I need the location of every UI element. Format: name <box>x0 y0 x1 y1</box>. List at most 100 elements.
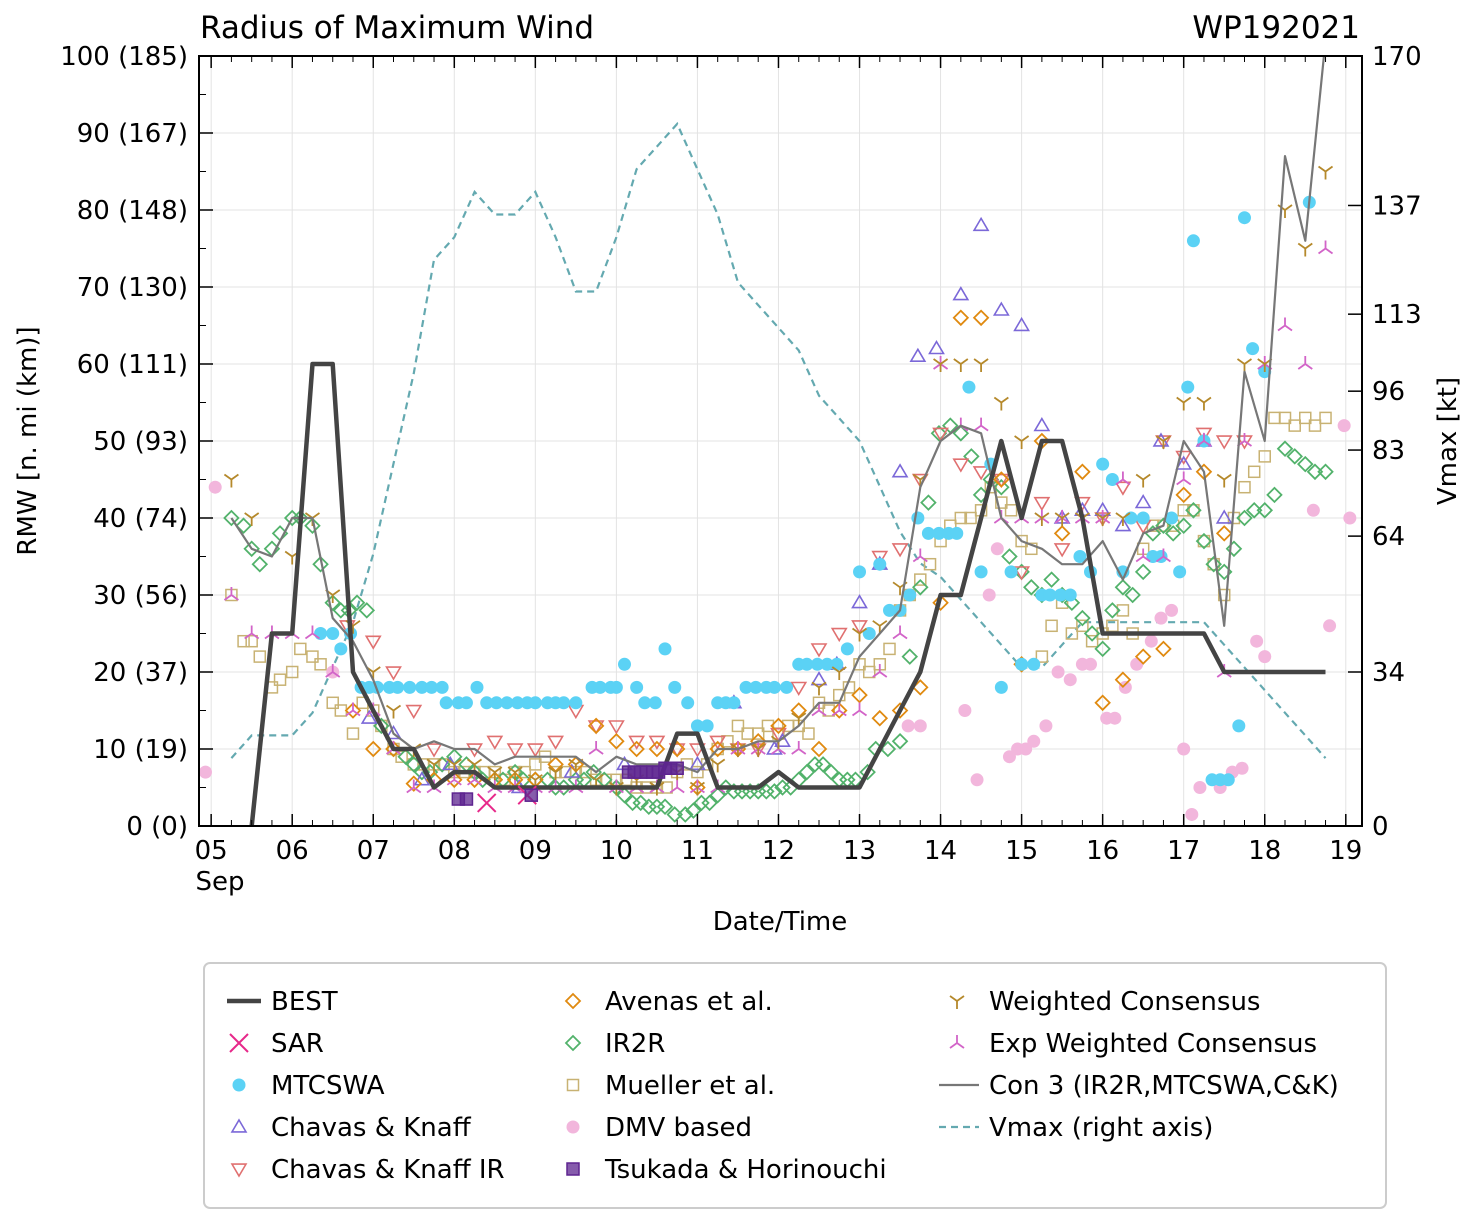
ir2r-point <box>1043 571 1060 588</box>
y-axis-label-right: Vmax [kt] <box>1433 377 1463 505</box>
ck-point <box>1215 509 1233 524</box>
mtcswa-point <box>950 526 964 540</box>
mtcswa-point <box>403 680 417 694</box>
mueller-point <box>822 704 835 717</box>
ewcons-point <box>1155 548 1171 563</box>
mueller-point <box>1238 480 1251 494</box>
ir2r-point <box>251 555 269 573</box>
mueller-point <box>964 511 977 525</box>
ewcons-point <box>791 741 807 755</box>
ir2r-point <box>798 763 816 781</box>
mueller-point <box>862 665 876 679</box>
mtcswa-point <box>593 680 607 694</box>
mtcswa-point <box>883 603 897 617</box>
avenas-point <box>770 717 787 735</box>
ckir-point <box>668 743 686 758</box>
legend-item-wcons: Weighted Consensus <box>949 987 1260 1017</box>
mueller-point <box>1278 411 1292 425</box>
dmv-point <box>1165 603 1179 617</box>
mtcswa-point <box>1186 234 1200 248</box>
ir2r-point <box>920 494 937 511</box>
mueller-point <box>253 650 267 663</box>
mtcswa-point <box>439 696 453 710</box>
ir2r-point <box>632 794 649 812</box>
ir2r-point <box>993 478 1010 496</box>
dmv-point <box>1250 634 1264 648</box>
ewcons-point <box>689 779 705 794</box>
series-best <box>249 361 1326 826</box>
x-tick-label: 13 <box>843 836 876 866</box>
ckir-point <box>1155 435 1172 450</box>
y-right-tick-label: 96 <box>1372 377 1405 407</box>
legend-label: Tsukada & Horinouchi <box>604 1155 887 1185</box>
series-avenas <box>344 309 1233 796</box>
mtcswa-point <box>903 588 917 602</box>
mueller-point <box>660 781 673 794</box>
legend-item-avenas: Avenas et al. <box>564 987 773 1017</box>
ckir-point <box>547 735 564 750</box>
mtcswa-point <box>1173 565 1187 579</box>
dmv-point <box>1258 650 1272 664</box>
ewcons-point <box>588 741 604 755</box>
wcons-point <box>426 758 442 773</box>
mueller-point <box>1268 411 1281 425</box>
legend-item-best: BEST <box>227 987 338 1017</box>
wcons-point <box>385 704 402 719</box>
ck-point <box>385 725 402 740</box>
mueller-point <box>1076 619 1089 633</box>
legend: BEST SAR MTCSWA Chavas & Knaff Chavas & Knaf… <box>203 962 1387 1209</box>
dmv-point <box>1108 711 1122 725</box>
dmv-point <box>1323 619 1337 633</box>
ckir-point <box>587 720 605 735</box>
mtcswa-point <box>1105 473 1119 486</box>
x-tick-label: 19 <box>1329 836 1362 866</box>
legend-box <box>203 962 1387 1209</box>
mtcswa-point <box>648 696 662 710</box>
axes: 05 06 07 08 09 10 11 12 13 14 15 16 17 18 19 0 (0) 10 (1… <box>60 42 1421 866</box>
mueller-point <box>995 496 1008 509</box>
mtcswa-point <box>974 565 988 579</box>
x-tick-label: 16 <box>1086 836 1119 866</box>
mtcswa-point <box>932 526 946 540</box>
ir2r-point <box>676 806 694 823</box>
ck-point <box>413 771 431 786</box>
ckir-point <box>648 735 666 750</box>
avenas-point <box>364 740 382 758</box>
ckir-point <box>1033 496 1051 512</box>
ewcons-point <box>1196 433 1212 447</box>
mueller-point <box>802 727 815 740</box>
mtcswa-point <box>557 696 571 710</box>
mtcswa-point <box>459 696 473 710</box>
mueller-point <box>1247 465 1261 479</box>
legend-label: IR2R <box>605 1029 665 1059</box>
tsukada-point <box>524 788 539 802</box>
ir2r-point <box>891 733 909 750</box>
ewcons-point <box>872 664 888 678</box>
ir2r-point <box>709 786 726 804</box>
ir2r-point <box>822 763 840 781</box>
x-tick-label: 06 <box>276 836 309 866</box>
mtcswa-point <box>425 680 439 694</box>
ck-point <box>1175 455 1193 470</box>
mtcswa-point <box>489 696 503 710</box>
y-right-tick-label: 0 <box>1372 812 1389 842</box>
mtcswa-point <box>334 642 348 656</box>
ckir-point <box>486 735 504 750</box>
tsukada-point <box>670 761 684 775</box>
ckir-point <box>851 620 868 635</box>
mtcswa-point <box>1027 657 1041 671</box>
x-tick-label: 12 <box>762 836 795 866</box>
wcons-point <box>1196 396 1212 411</box>
wcons-point <box>487 766 503 781</box>
mtcswa-point <box>1063 588 1077 602</box>
y-left-tick-label: 70 (130) <box>77 273 188 303</box>
legend-label: Con 3 (IR2R,MTCSWA,C&K) <box>989 1071 1339 1101</box>
ir2r-point <box>1286 448 1304 465</box>
wcons-point <box>993 396 1009 411</box>
dmv-point <box>1235 761 1249 775</box>
y-left-tick-label: 60 (111) <box>77 350 188 380</box>
mueller-point <box>346 727 360 740</box>
mueller-point <box>1258 450 1271 463</box>
ir2r-point <box>1195 532 1213 550</box>
mueller-point <box>285 665 299 679</box>
